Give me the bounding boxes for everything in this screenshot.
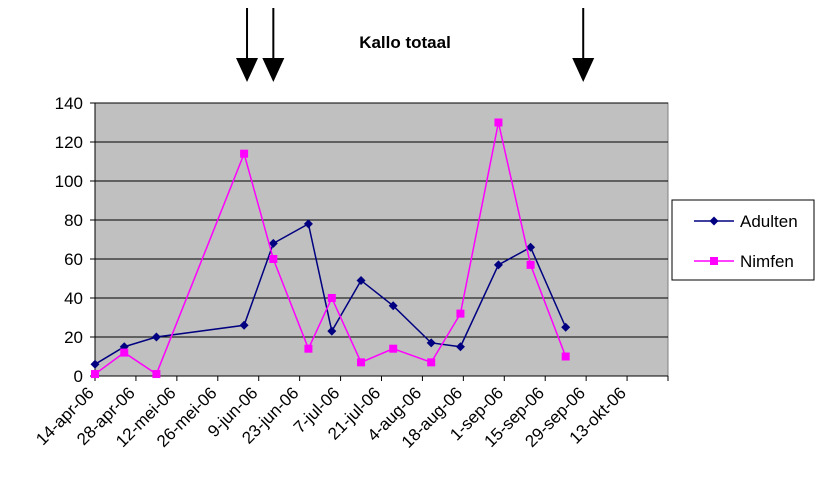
legend-label: Adulten <box>740 212 798 231</box>
arrow-down-icon <box>572 8 595 82</box>
arrow-down-icon <box>262 8 285 82</box>
data-point <box>526 242 536 252</box>
y-axis-ticks: 0 20 40 60 80 100 120 140 <box>55 94 95 386</box>
y-tick-label: 60 <box>64 250 83 269</box>
plot-area <box>94 102 669 377</box>
annotation-arrows <box>236 8 595 82</box>
data-point <box>455 342 465 352</box>
data-point <box>151 332 161 342</box>
gridlines <box>95 102 668 338</box>
y-tick-label: 100 <box>55 172 83 191</box>
y-tick-label: 0 <box>74 367 83 386</box>
data-point <box>427 358 436 367</box>
data-point <box>91 370 99 379</box>
data-point <box>389 344 398 353</box>
y-tick-label: 40 <box>64 289 83 308</box>
x-axis-ticks: 14-apr-0628-apr-0612-mei-0626-mei-069-ju… <box>32 376 669 452</box>
chart-title: Kallo totaal <box>359 33 451 52</box>
y-tick-label: 80 <box>64 211 83 230</box>
data-point <box>561 352 570 361</box>
arrow-head <box>236 58 259 82</box>
axes <box>90 103 668 381</box>
legend-item: Adulten <box>694 212 798 231</box>
y-tick-label: 20 <box>64 328 83 347</box>
data-point <box>239 320 249 330</box>
y-tick-label: 120 <box>55 133 83 152</box>
series-line <box>94 122 567 376</box>
series-nimfen <box>91 118 570 379</box>
data-point <box>303 219 313 229</box>
data-point <box>493 260 503 270</box>
legend-marker <box>709 216 719 226</box>
arrow-head <box>572 58 595 82</box>
data-point <box>426 338 436 348</box>
data-point <box>456 309 465 318</box>
data-point <box>240 149 249 158</box>
y-tick-label: 140 <box>55 94 83 113</box>
data-point <box>526 260 535 269</box>
legend-box <box>671 199 815 281</box>
arrow-head <box>262 58 285 82</box>
data-point <box>494 118 503 127</box>
legend-marker <box>710 257 718 265</box>
arrow-down-icon <box>236 8 259 82</box>
data-point <box>304 344 313 353</box>
data-point <box>388 301 398 311</box>
data-point <box>357 358 366 367</box>
data-point <box>268 238 278 248</box>
legend: Adulten Nimfen <box>671 199 815 281</box>
series-group <box>90 118 571 379</box>
data-point <box>327 326 337 336</box>
data-point <box>327 294 336 302</box>
legend-item: Nimfen <box>694 252 794 271</box>
data-point <box>561 322 571 332</box>
data-point <box>90 359 100 369</box>
data-point <box>152 370 161 379</box>
data-point <box>269 255 278 263</box>
data-point <box>120 348 129 357</box>
legend-label: Nimfen <box>740 252 794 271</box>
series-line <box>94 222 567 365</box>
data-point <box>356 275 366 285</box>
